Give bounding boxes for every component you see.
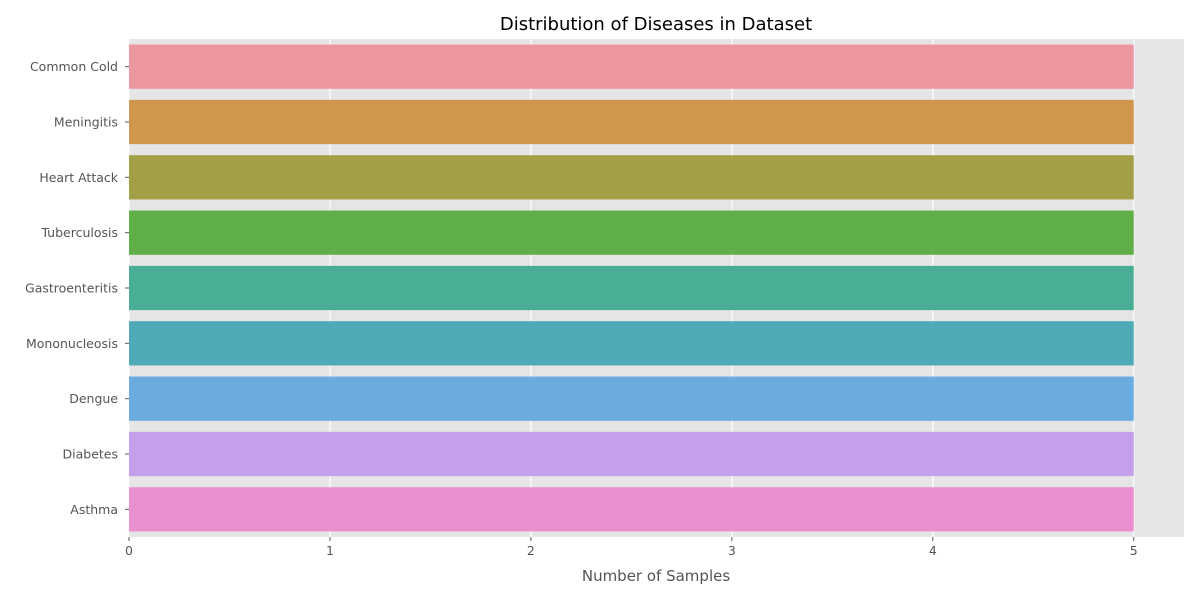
x-tick-label: 1 — [326, 543, 334, 558]
category-label: Heart Attack — [39, 170, 118, 185]
bar — [129, 44, 1134, 89]
x-tick-label: 3 — [728, 543, 736, 558]
bar — [129, 376, 1134, 421]
bar — [129, 210, 1134, 255]
bar — [129, 321, 1134, 366]
bar — [129, 487, 1134, 532]
x-tick-label: 0 — [125, 543, 133, 558]
bar — [129, 265, 1134, 311]
bar — [129, 431, 1134, 477]
x-tick-label: 4 — [929, 543, 937, 558]
x-tick-labels: 0 1 2 3 4 5 — [125, 537, 1138, 558]
x-tick-label: 5 — [1130, 543, 1138, 558]
category-label: Dengue — [69, 391, 118, 406]
x-axis-label: Number of Samples — [582, 567, 730, 585]
bars — [129, 44, 1134, 532]
category-label: Asthma — [70, 502, 118, 517]
category-label: Common Cold — [30, 59, 118, 74]
category-label: Mononucleosis — [26, 336, 118, 351]
x-tick-label: 2 — [527, 543, 535, 558]
category-label: Tuberculosis — [40, 225, 118, 240]
category-label: Diabetes — [63, 447, 119, 462]
chart-title: Distribution of Diseases in Dataset — [500, 14, 812, 35]
category-labels: Common Cold Meningitis Heart Attack Tubercu… — [25, 59, 129, 517]
bar — [129, 99, 1134, 145]
bar — [129, 155, 1134, 200]
category-label: Meningitis — [54, 115, 118, 130]
category-label: Gastroenteritis — [25, 281, 118, 296]
